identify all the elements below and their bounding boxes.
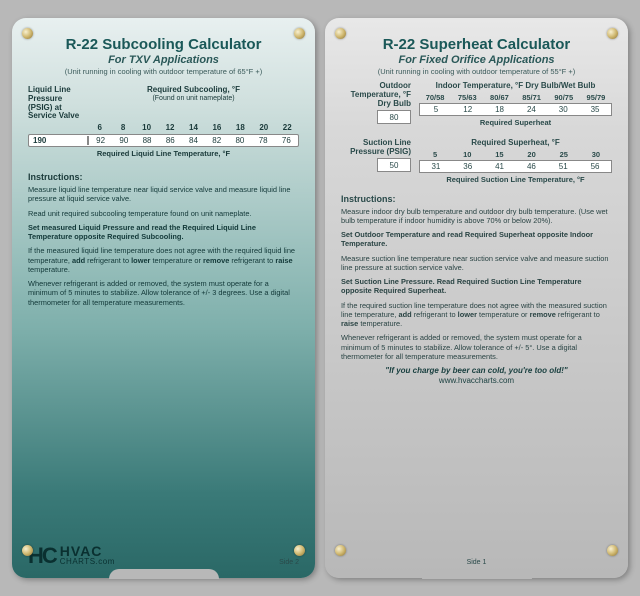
hvac-logo: HC HVAC CHARTS.com [28,545,115,566]
rivet-icon [22,545,33,556]
instructions: Measure liquid line temperature near liq… [28,185,299,312]
superheat-label: Required Superheat, °F [419,139,612,148]
subcooling-table: Liquid Line Pressure (PSIG) at Service V… [28,86,299,158]
rivet-icon [607,545,618,556]
card-note: (Unit running in cooling with outdoor te… [341,67,612,76]
instructions: Measure indoor dry bulb temperature and … [341,207,612,367]
outdoor-value-box[interactable]: 80 [377,110,411,124]
instructions-title: Instructions: [341,194,612,204]
card-subtitle: For TXV Applications [28,54,299,66]
outdoor-indoor-block: Outdoor Temperature, °F Dry Bulb 80 Indo… [341,82,612,127]
card-footer: HC HVAC CHARTS.com Side 2 [28,545,299,568]
liquid-pressure-label: Liquid Line Pressure (PSIG) at Service V… [28,86,88,121]
quote: "If you charge by beer can cold, you're … [341,366,612,375]
card-note: (Unit running in cooling with outdoor te… [28,67,299,76]
rivet-icon [294,545,305,556]
rivet-icon [607,28,618,39]
rivet-icon [294,28,305,39]
suction-block: Suction Line Pressure (PSIG) 50 Required… [341,139,612,184]
card-footer: Side 1 [341,559,612,568]
tab-cutout [109,569,219,579]
rivet-icon [22,28,33,39]
rivet-icon [335,28,346,39]
indoor-slider[interactable]: 5 12 18 24 30 35 [419,103,612,116]
url: www.hvaccharts.com [341,376,612,385]
card-title: R-22 Superheat Calculator [341,36,612,53]
card-title: R-22 Subcooling Calculator [28,36,299,53]
tab-cutout [422,569,532,579]
subcooling-label: Required Subcooling, °F (Found on unit n… [88,86,299,121]
value-footer: Required Suction Line Temperature, °F [419,175,612,184]
value-footer: Required Liquid Line Temperature, °F [28,149,299,158]
outdoor-label: Outdoor Temperature, °F Dry Bulb [341,82,411,108]
instructions-title: Instructions: [28,172,299,182]
superheat-card: R-22 Superheat Calculator For Fixed Orif… [325,18,628,578]
suction-label: Suction Line Pressure (PSIG) [341,139,411,157]
req-superheat-label: Required Superheat [419,118,612,127]
side-label: Side 1 [467,559,487,566]
indoor-label: Indoor Temperature, °F Dry Bulb/Wet Bulb [419,82,612,91]
pressure-value: 190 [29,136,89,145]
rivet-icon [335,545,346,556]
card-subtitle: For Fixed Orifice Applications [341,54,612,66]
side-label: Side 2 [279,559,299,566]
subcooling-card: R-22 Subcooling Calculator For TXV Appli… [12,18,315,578]
suction-value-box[interactable]: 50 [377,158,411,172]
slider-window[interactable]: 190 92 90 88 86 84 82 80 78 76 [28,134,299,147]
suction-slider[interactable]: 31 36 41 46 51 56 [419,160,612,173]
